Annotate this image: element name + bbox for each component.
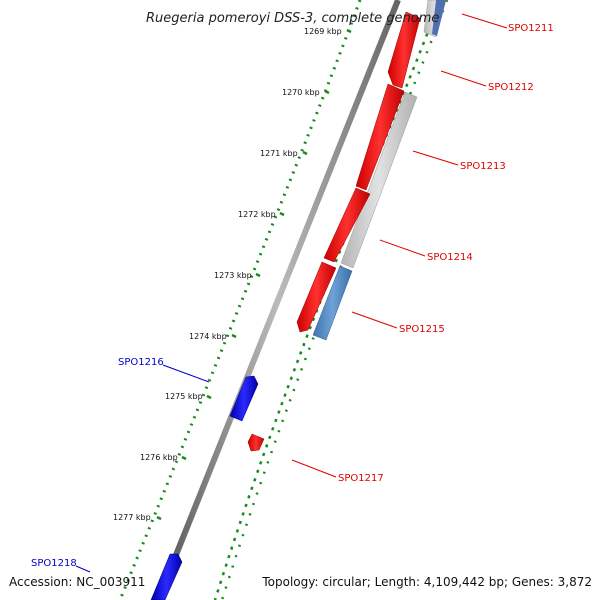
leader-line-spo1211 <box>461 13 508 29</box>
gene-labels: SPO1211 SPO1212 SPO1213 SPO1214 SPO1215 … <box>31 23 554 569</box>
genome-summary: Topology: circular; Length: 4,109,442 bp… <box>261 575 592 589</box>
tick-mark <box>255 272 261 278</box>
tick-label: 1271 kbp <box>260 149 298 158</box>
gene-arrow-spo1212 <box>387 11 421 89</box>
gene-leader-lines <box>75 13 508 573</box>
tick-mark <box>231 333 237 339</box>
orthologue-blue-track <box>312 265 353 341</box>
leader-line-spo1214 <box>379 239 426 257</box>
tick-label: 1275 kbp <box>165 392 203 401</box>
gene-label-spo1211[interactable]: SPO1211 <box>508 23 554 34</box>
leader-line-spo1213 <box>412 150 459 166</box>
accession-label: Accession: NC_003911 <box>9 575 145 589</box>
tick-mark <box>324 89 330 95</box>
orthologue-top-blue <box>432 0 446 36</box>
tick-label: 1273 kbp <box>214 271 252 280</box>
gene-arrow-spo1217 <box>247 433 265 452</box>
gene-arrow-spo1216 <box>229 375 259 422</box>
tick-mark <box>206 394 212 400</box>
blue-genes <box>150 375 259 600</box>
tick-mark <box>156 515 162 521</box>
tick-mark <box>279 211 285 217</box>
leader-line-spo1215 <box>351 311 398 329</box>
tick-labels: 1269 kbp 1270 kbp 1271 kbp 1272 kbp 1273… <box>113 27 342 522</box>
tick-label: 1276 kbp <box>140 453 178 462</box>
tick-mark <box>346 28 352 34</box>
gene-label-spo1217[interactable]: SPO1217 <box>338 473 384 484</box>
gene-label-spo1215[interactable]: SPO1215 <box>399 324 445 335</box>
leader-line-spo1218 <box>75 565 91 573</box>
gene-arrow-spo1214 <box>323 187 371 263</box>
gene-label-spo1213[interactable]: SPO1213 <box>460 161 506 172</box>
tick-label: 1277 kbp <box>113 513 151 522</box>
gene-label-spo1216[interactable]: SPO1216 <box>118 357 164 368</box>
gene-label-spo1212[interactable]: SPO1212 <box>488 82 534 93</box>
gene-arrow-spo1213 <box>355 83 405 191</box>
map-title: Ruegeria pomeroyi DSS-3, complete genome <box>146 11 439 26</box>
leader-line-spo1216 <box>162 364 210 383</box>
genome-backbone <box>155 0 401 600</box>
gene-label-spo1218[interactable]: SPO1218 <box>31 558 77 569</box>
tick-label: 1274 kbp <box>189 332 227 341</box>
gene-label-spo1214[interactable]: SPO1214 <box>427 252 473 263</box>
tick-mark <box>181 455 187 461</box>
leader-line-spo1217 <box>291 459 337 478</box>
outer-dotted-ring <box>118 0 362 600</box>
tick-marks <box>156 28 352 521</box>
leader-line-spo1212 <box>440 70 487 87</box>
gene-arrow-spo1215 <box>296 261 337 333</box>
tick-mark <box>302 150 308 156</box>
tick-label: 1269 kbp <box>304 27 342 36</box>
inner-dotted-ring-1 <box>213 0 442 600</box>
tick-label: 1270 kbp <box>282 88 320 97</box>
red-genes <box>247 11 421 452</box>
gene-arrow-spo1218 <box>150 553 183 600</box>
tick-label: 1272 kbp <box>238 210 276 219</box>
